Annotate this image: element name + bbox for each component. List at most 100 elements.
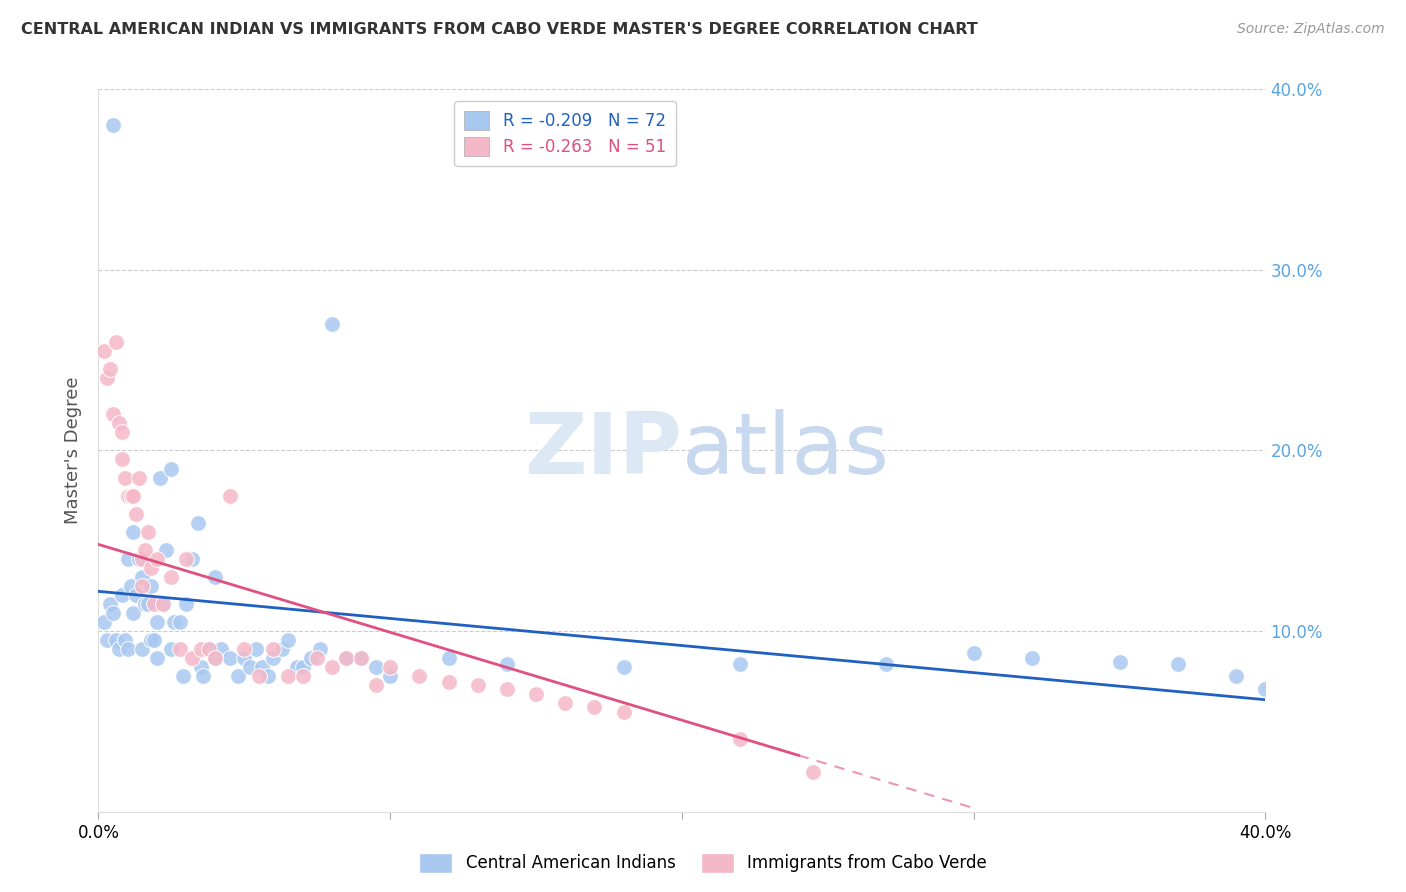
Point [612,660,634,674]
Point [146,651,169,665]
Text: ZIP: ZIP [524,409,682,492]
Point [408,669,430,683]
Point [117,551,139,566]
Point [321,660,343,674]
Point [128,551,150,566]
Point [108,417,131,431]
Point [1254,681,1277,696]
Point [180,551,202,566]
Point [218,651,240,665]
Point [111,425,134,440]
Point [169,642,191,657]
Point [277,633,299,648]
Point [1021,651,1043,665]
Point [114,633,136,648]
Point [801,764,824,779]
Point [155,542,177,557]
Point [111,452,134,467]
Point [335,651,357,665]
Point [554,697,576,711]
Point [134,597,156,611]
Point [122,489,145,503]
Point [108,642,131,657]
Legend: Central American Indians, Immigrants from Cabo Verde: Central American Indians, Immigrants fro… [412,847,994,880]
Point [437,651,460,665]
Point [730,657,752,671]
Point [120,489,142,503]
Point [233,651,256,665]
Point [128,470,150,484]
Point [142,633,165,648]
Legend: R = -0.209   N = 72, R = -0.263   N = 51: R = -0.209 N = 72, R = -0.263 N = 51 [454,101,676,166]
Point [117,642,139,657]
Point [146,615,169,629]
Point [496,681,519,696]
Point [174,597,197,611]
Point [204,570,226,584]
Point [190,660,212,674]
Point [962,646,984,660]
Point [730,732,752,747]
Point [350,651,373,665]
Point [134,542,156,557]
Point [131,570,153,584]
Point [437,674,460,689]
Point [364,660,387,674]
Point [98,362,121,376]
Point [277,669,299,683]
Point [146,551,169,566]
Point [104,633,127,648]
Point [136,597,159,611]
Point [228,669,250,683]
Point [321,317,343,331]
Point [96,633,118,648]
Point [101,606,124,620]
Text: atlas: atlas [682,409,890,492]
Point [496,657,519,671]
Point [101,407,124,422]
Point [198,642,221,657]
Point [204,651,226,665]
Point [1108,655,1130,669]
Point [335,651,357,665]
Point [122,524,145,539]
Y-axis label: Master's Degree: Master's Degree [65,376,83,524]
Point [125,588,148,602]
Point [98,597,121,611]
Point [104,334,127,349]
Point [271,642,294,657]
Point [262,651,284,665]
Point [160,461,183,475]
Point [245,642,267,657]
Point [169,615,191,629]
Point [612,706,634,720]
Point [114,470,136,484]
Point [364,678,387,692]
Point [172,669,194,683]
Point [111,588,134,602]
Point [285,660,308,674]
Point [256,669,278,683]
Point [875,657,897,671]
Point [101,118,124,132]
Point [291,660,314,674]
Point [467,678,489,692]
Point [193,669,215,683]
Point [163,615,186,629]
Point [139,561,162,575]
Point [380,669,402,683]
Point [136,524,159,539]
Point [93,615,115,629]
Point [250,660,273,674]
Point [122,606,145,620]
Point [309,642,332,657]
Point [125,507,148,521]
Point [120,579,142,593]
Point [350,651,373,665]
Point [152,597,174,611]
Point [180,651,202,665]
Point [247,669,270,683]
Text: Source: ZipAtlas.com: Source: ZipAtlas.com [1237,22,1385,37]
Point [291,669,314,683]
Point [198,642,221,657]
